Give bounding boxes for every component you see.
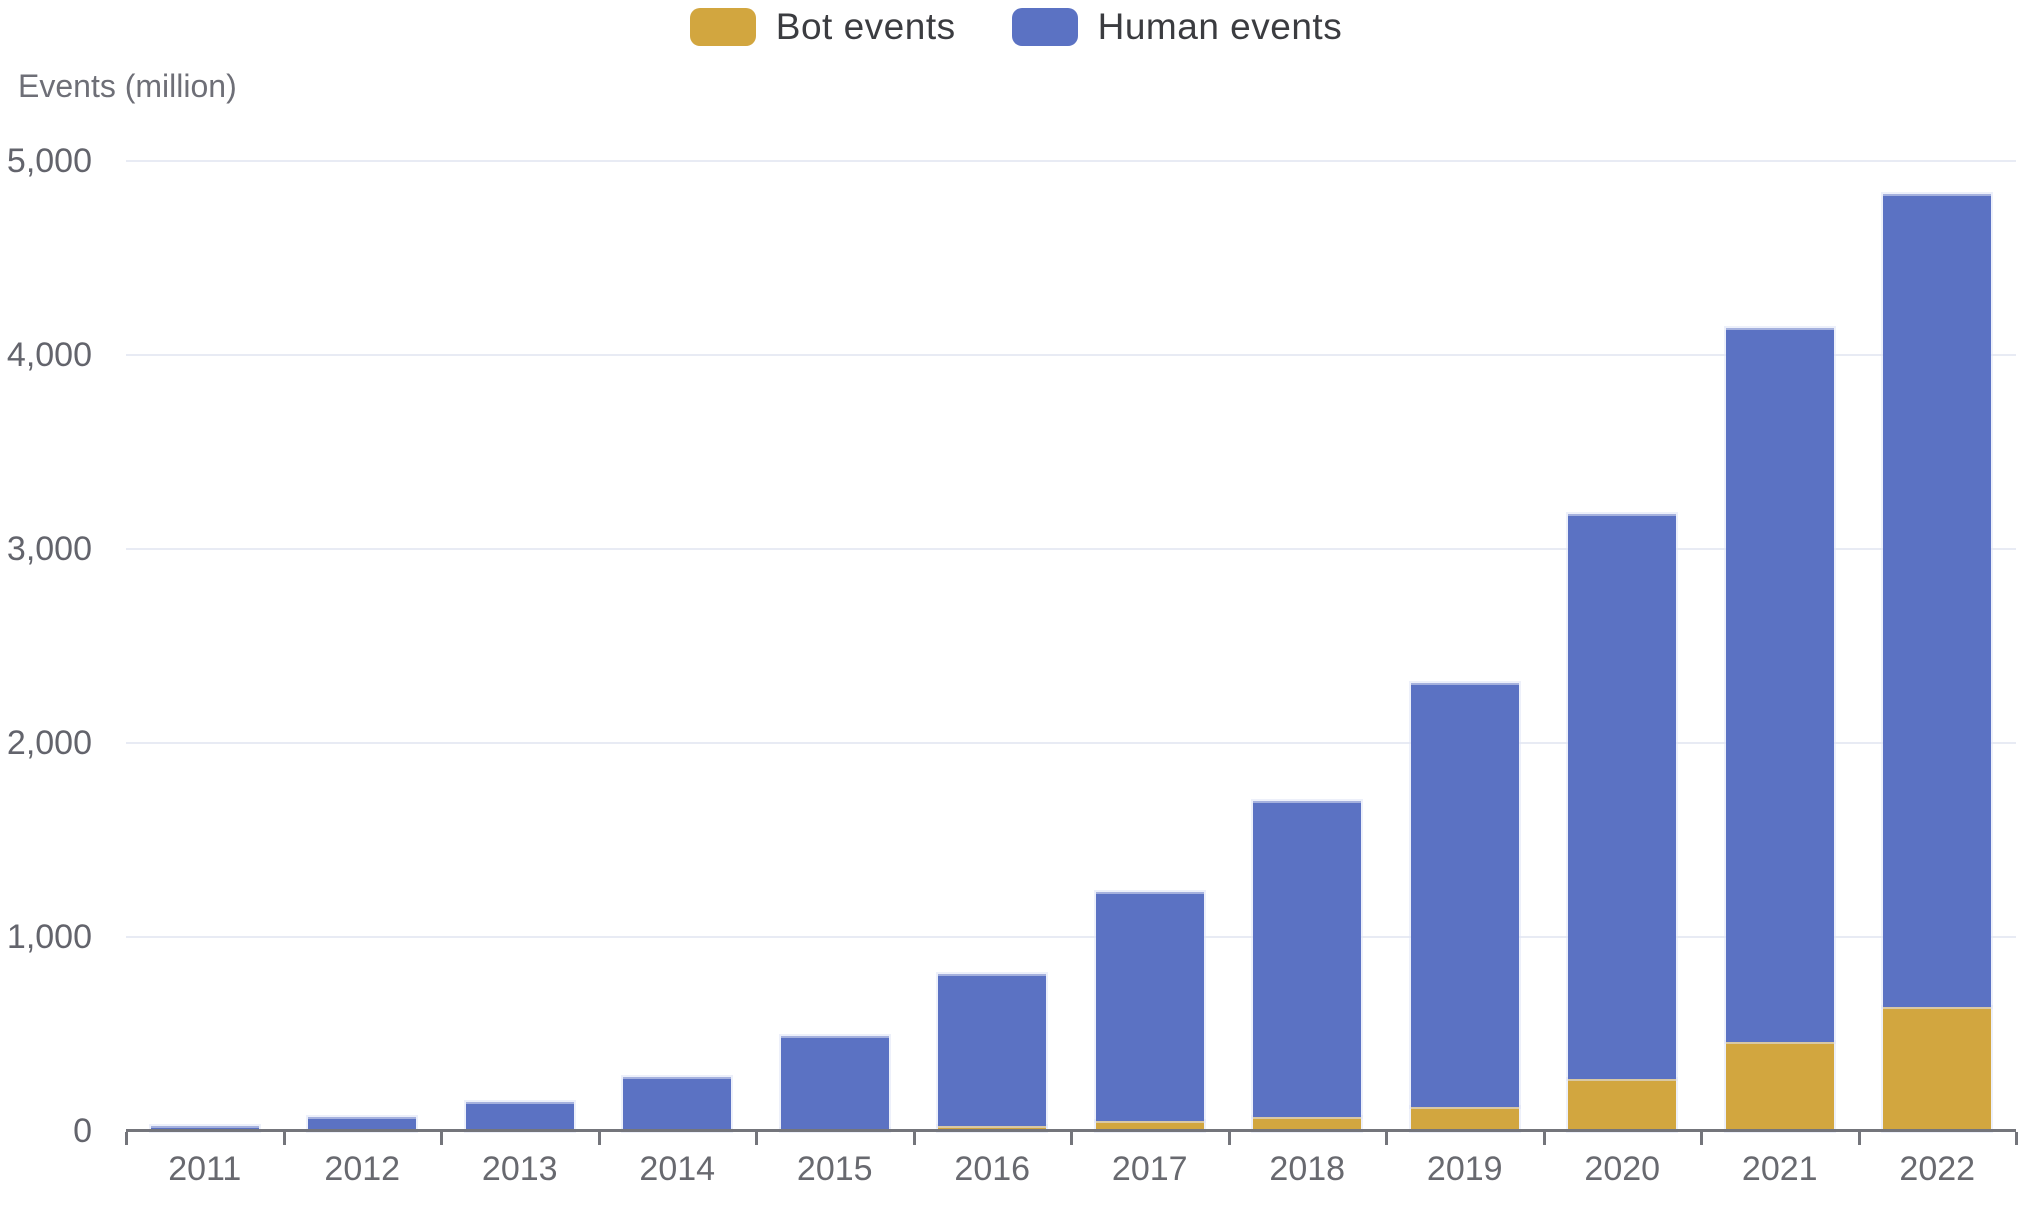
x-label-2013: 2013: [481, 1150, 558, 1188]
bar-segment-human-2017: [1095, 892, 1204, 1122]
x-axis-tick: [1700, 1132, 1703, 1145]
bar-2019: [1410, 682, 1519, 1131]
x-label-2020: 2020: [1584, 1150, 1661, 1188]
bar-2015: [780, 1035, 889, 1131]
bar-segment-bot-2019: [1410, 1106, 1519, 1131]
x-label-2016: 2016: [954, 1150, 1031, 1188]
bar-2012: [308, 1117, 417, 1131]
plot-area: [126, 160, 2016, 1131]
x-label-2012: 2012: [324, 1150, 401, 1188]
x-axis-tick: [912, 1132, 916, 1145]
bar-2014: [623, 1076, 732, 1131]
bar-segment-human-2022: [1883, 193, 1992, 1007]
chart-legend: Bot events Human events: [0, 6, 2032, 48]
gridline-4,000: [126, 354, 2016, 356]
bar-2016: [938, 973, 1047, 1131]
x-axis-tick: [282, 1132, 286, 1145]
gridline-1,000: [126, 936, 2016, 938]
bar-segment-human-2012: [308, 1117, 417, 1131]
bar-2020: [1568, 514, 1677, 1131]
gridline-3,000: [126, 548, 2016, 550]
bar-2021: [1725, 327, 1834, 1131]
bar-segment-human-2016: [938, 973, 1047, 1127]
bar-segment-bot-2016: [938, 1126, 1047, 1131]
legend-label-human-events: Human events: [1097, 6, 1343, 47]
x-axis-tick: [1385, 1132, 1388, 1145]
bar-2022: [1883, 193, 1992, 1131]
bar-segment-bot-2021: [1725, 1041, 1834, 1131]
x-axis-tick: [1542, 1132, 1546, 1145]
bar-2013: [465, 1101, 574, 1131]
gridline-2,000: [126, 742, 2016, 744]
bar-segment-bot-2020: [1568, 1078, 1677, 1131]
x-axis-tick: [1227, 1132, 1231, 1145]
human-events-swatch-icon: [1011, 8, 1078, 46]
x-label-2011: 2011: [168, 1150, 242, 1188]
bar-segment-bot-2018: [1253, 1117, 1362, 1131]
bar-segment-human-2018: [1253, 801, 1362, 1118]
bar-2011: [150, 1126, 259, 1131]
bar-2018: [1253, 801, 1362, 1131]
x-axis-tick: [125, 1132, 128, 1145]
bar-segment-bot-2022: [1883, 1006, 1992, 1131]
y-tick-label: 5,000: [6, 142, 92, 180]
bar-2017: [1095, 892, 1204, 1131]
bar-segment-human-2014: [623, 1076, 732, 1131]
x-axis-tick: [755, 1132, 758, 1145]
x-label-2021: 2021: [1741, 1150, 1818, 1188]
bot-events-swatch-icon: [689, 8, 756, 46]
bar-segment-human-2021: [1725, 327, 1834, 1042]
y-tick-label: 0: [73, 1112, 92, 1150]
y-tick-label: 4,000: [6, 336, 92, 374]
x-axis-line: [126, 1129, 2016, 1132]
x-axis-tick: [1857, 1132, 1861, 1145]
x-label-2014: 2014: [639, 1150, 716, 1188]
x-axis-tick: [440, 1132, 443, 1145]
x-label-2015: 2015: [796, 1150, 873, 1188]
y-tick-label: 1,000: [6, 918, 92, 956]
x-axis-tick: [1070, 1132, 1073, 1145]
bar-segment-bot-2017: [1095, 1121, 1204, 1131]
y-tick-label: 2,000: [6, 724, 92, 762]
x-axis-tick: [597, 1132, 601, 1145]
y-axis-labels: 0 1,000 2,000 3,000 4,000 5,000: [0, 0, 92, 1214]
y-axis-title: Events (million): [18, 68, 237, 104]
bar-segment-human-2013: [465, 1101, 574, 1131]
legend-item-bot-events[interactable]: Bot events: [689, 6, 956, 48]
bar-segment-human-2020: [1568, 514, 1677, 1079]
x-label-2022: 2022: [1899, 1150, 1976, 1188]
x-label-2017: 2017: [1111, 1150, 1188, 1188]
bar-segment-human-2015: [780, 1035, 889, 1130]
bar-segment-human-2011: [150, 1126, 259, 1131]
x-axis-tick: [2015, 1132, 2018, 1145]
x-label-2018: 2018: [1269, 1150, 1346, 1188]
y-tick-label: 3,000: [6, 530, 92, 568]
x-label-2019: 2019: [1426, 1150, 1503, 1188]
legend-label-bot-events: Bot events: [775, 6, 956, 47]
legend-item-human-events[interactable]: Human events: [1011, 6, 1343, 48]
gridline-5,000: [126, 160, 2016, 162]
bar-segment-human-2019: [1410, 682, 1519, 1107]
